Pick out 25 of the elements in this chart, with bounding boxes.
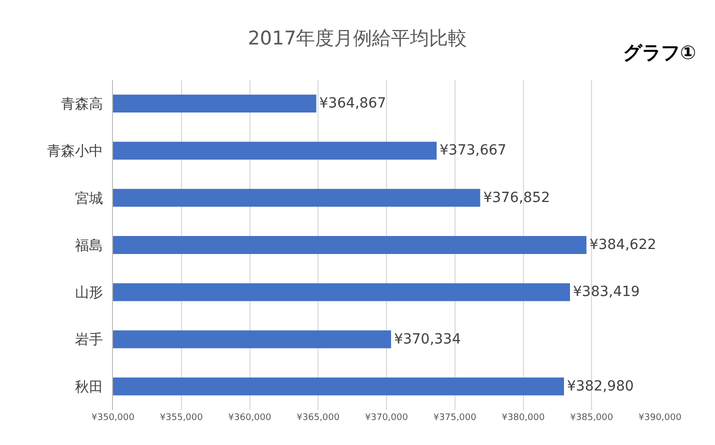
data-label: ¥376,852 <box>483 190 550 206</box>
data-label: ¥383,419 <box>573 284 640 300</box>
y-tick-label: 福島 <box>75 238 104 254</box>
x-tick-label: ¥350,000 <box>92 413 135 423</box>
y-tick-label: 青森小中 <box>47 144 104 160</box>
x-tick-label: ¥385,000 <box>570 413 614 423</box>
data-label: ¥373,667 <box>440 142 506 159</box>
y-tick-label: 宮城 <box>75 190 104 207</box>
x-tick-label: ¥380,000 <box>502 413 545 423</box>
y-tick-label: 岩手 <box>75 332 104 348</box>
data-label: ¥364,867 <box>319 96 386 112</box>
x-tick-label: ¥355,000 <box>160 413 204 423</box>
x-tick-label: ¥365,000 <box>296 413 340 423</box>
y-tick-label: 山形 <box>75 285 104 302</box>
y-tick-label: 秋田 <box>75 379 104 396</box>
x-tick-label: ¥390,000 <box>638 413 682 423</box>
data-label: ¥370,334 <box>394 331 461 348</box>
data-label: ¥384,622 <box>589 237 656 253</box>
y-tick-label: 青森高 <box>61 96 104 112</box>
x-tick-label: ¥360,000 <box>228 413 272 423</box>
x-tick-label: ¥370,000 <box>365 413 408 423</box>
x-tick-label: ¥375,000 <box>433 413 477 423</box>
text: グラフ① <box>623 42 696 64</box>
data-label: ¥382,980 <box>567 378 634 394</box>
chart-title: 2017年度月例給平均比較 <box>248 27 468 50</box>
